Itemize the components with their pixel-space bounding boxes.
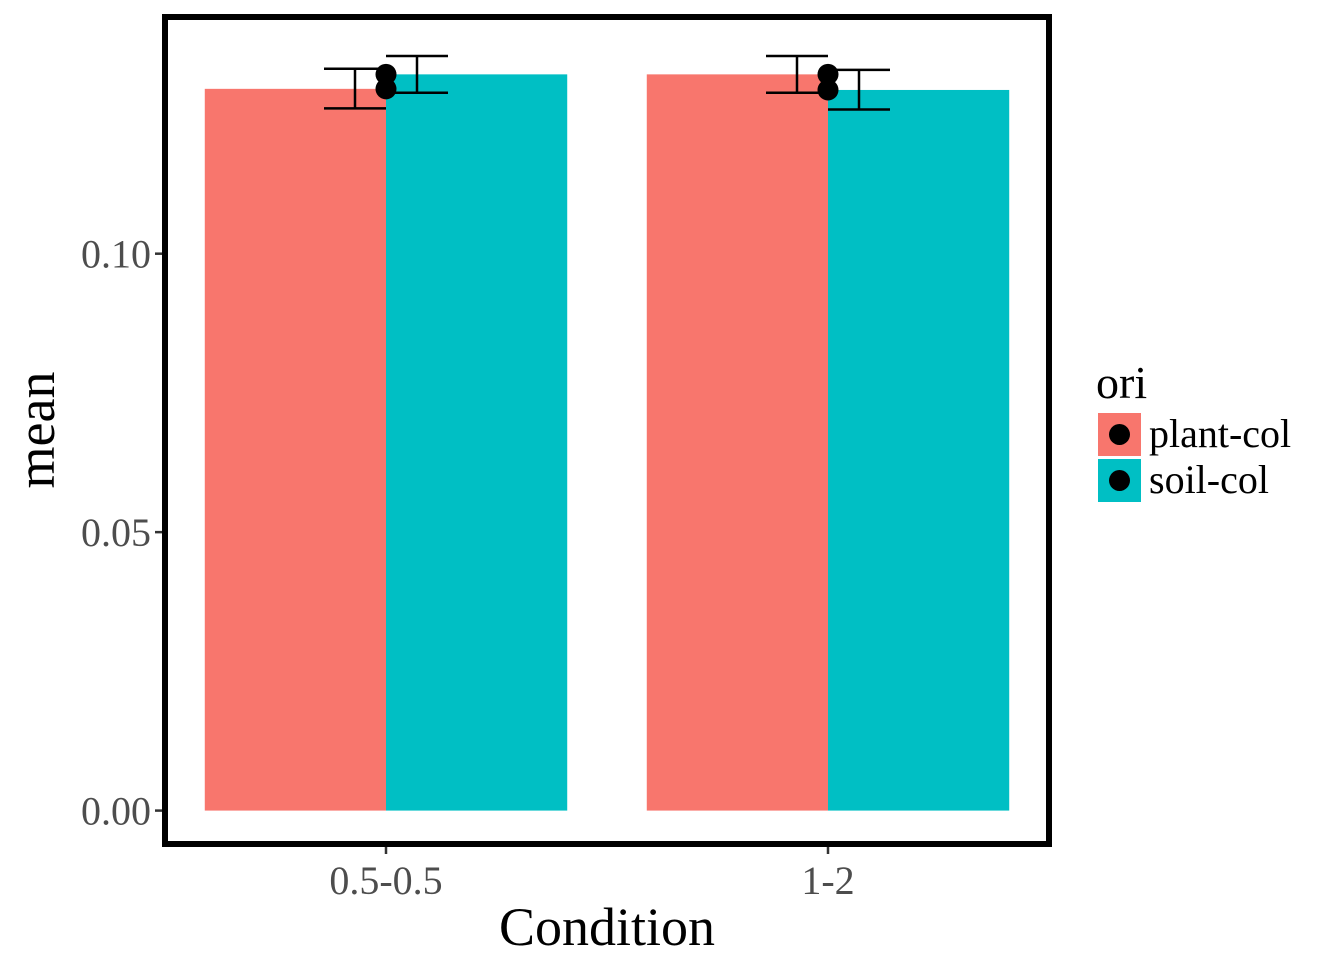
bar: [386, 74, 568, 811]
y-axis: 0.00 0.05 0.10: [81, 232, 162, 834]
legend-item: plant-col: [1098, 411, 1291, 456]
bar: [204, 88, 386, 811]
x-tick-label: 1-2: [801, 858, 854, 903]
x-axis-title: Condition: [499, 897, 715, 957]
x-axis: 0.5-0.5 1-2: [329, 847, 855, 903]
plot-panel-border: [162, 14, 1052, 847]
y-axis-title: mean: [6, 372, 66, 489]
y-tick-label: 0.00: [81, 789, 151, 834]
mean-point: [817, 79, 839, 101]
legend-item: soil-col: [1098, 457, 1269, 502]
legend-label: soil-col: [1149, 457, 1269, 502]
legend-label: plant-col: [1149, 411, 1291, 456]
bar: [646, 74, 828, 811]
mean-point: [817, 63, 839, 85]
legend-title: ori: [1096, 357, 1147, 408]
bars-layer: [204, 74, 1010, 811]
mean-point: [375, 63, 397, 85]
legend-point-icon: [1109, 424, 1130, 445]
legend-point-icon: [1109, 470, 1130, 491]
points-layer: [375, 63, 839, 101]
y-tick-label: 0.05: [81, 510, 151, 555]
y-tick-label: 0.10: [81, 232, 151, 277]
bar: [828, 89, 1010, 811]
errorbars-layer: [324, 54, 890, 111]
mean-point: [375, 78, 397, 100]
x-tick-label: 0.5-0.5: [329, 858, 442, 903]
